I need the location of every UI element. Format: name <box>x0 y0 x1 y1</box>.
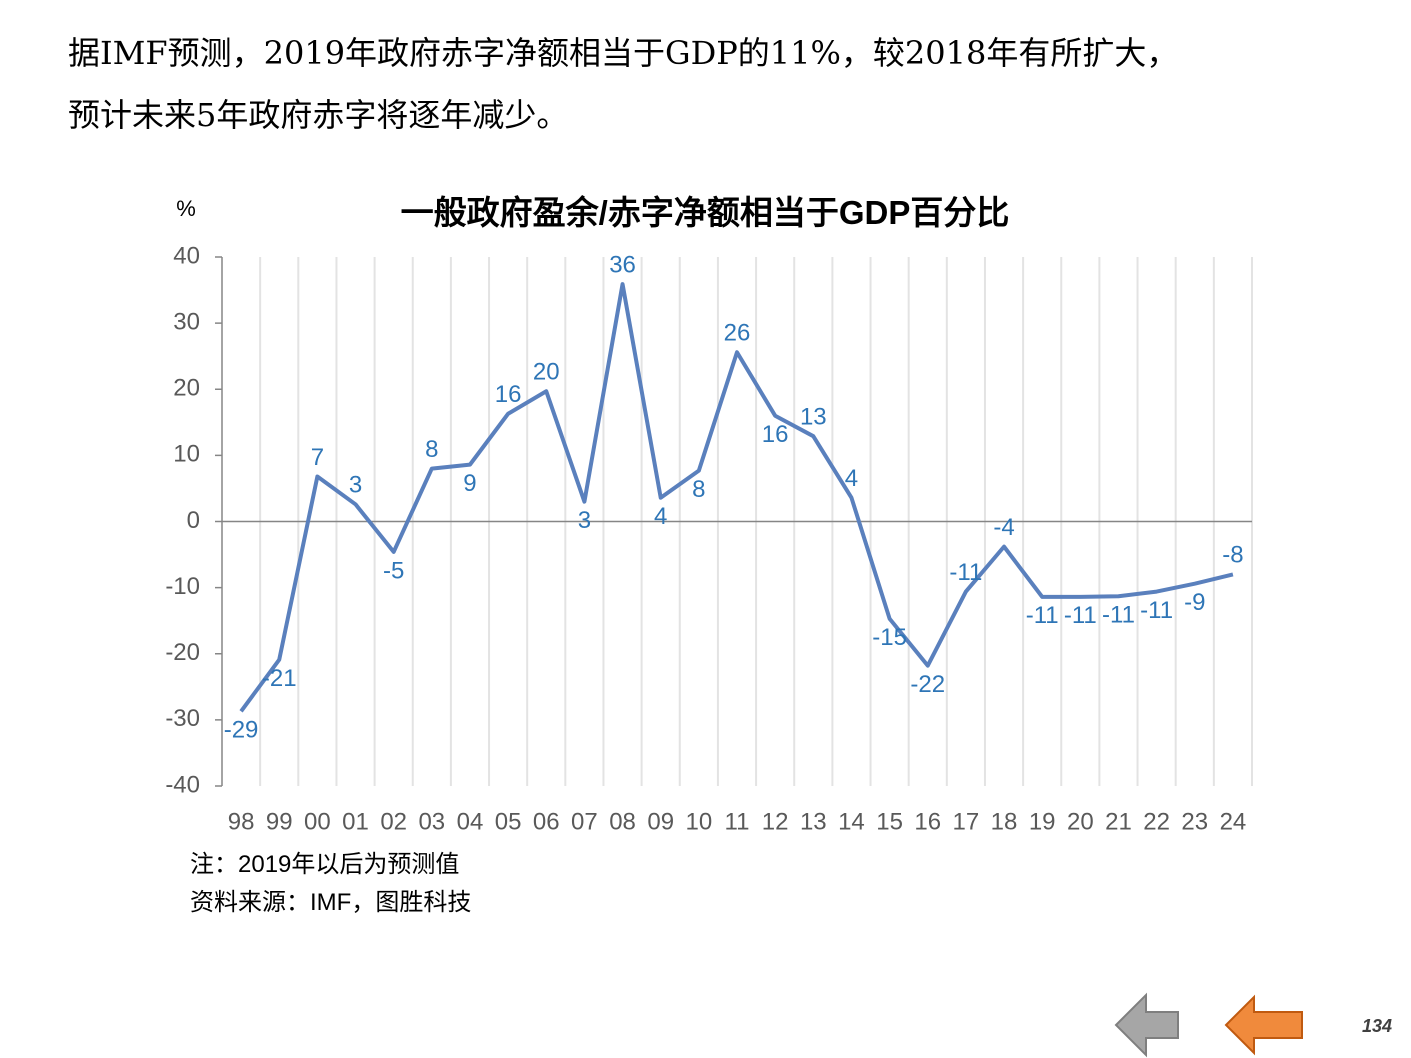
y-tick-label: 0 <box>187 507 200 534</box>
nav-back[interactable] <box>1224 994 1303 1056</box>
x-tick-label: 01 <box>342 808 369 835</box>
x-tick-label: 23 <box>1181 808 1208 835</box>
x-tick-label: 16 <box>914 808 941 835</box>
arrow-gray[interactable] <box>1114 992 1179 1058</box>
data-label: 3 <box>349 472 362 499</box>
y-tick-label: 40 <box>173 242 200 269</box>
y-tick-label: -30 <box>165 705 200 732</box>
data-label: -5 <box>383 557 404 584</box>
y-tick-label: 20 <box>173 375 200 402</box>
x-tick-label: 05 <box>495 808 522 835</box>
data-label: -11 <box>1140 597 1173 624</box>
note: 注：2019年以后为预测值 <box>190 851 459 878</box>
data-label: -11 <box>1102 602 1135 629</box>
data-label: 16 <box>762 421 789 448</box>
data-label: -8 <box>1222 542 1243 569</box>
header-line: 据IMF预测，2019年政府赤字净额相当于GDP的11%，较2018年有所扩大， <box>68 34 1178 72</box>
x-tick-label: 00 <box>304 808 331 835</box>
x-tick-label: 10 <box>686 808 713 835</box>
data-label: 8 <box>425 436 438 463</box>
x-tick-label: 15 <box>876 808 903 835</box>
arrow-orange[interactable] <box>1224 994 1303 1056</box>
header-line: 预计未来5年政府赤字将逐年减少。 <box>68 96 568 134</box>
data-label: -4 <box>993 514 1014 541</box>
data-label: 20 <box>533 359 560 386</box>
data-label: -22 <box>910 671 945 698</box>
source: 资料来源：IMF，图胜科技 <box>190 889 471 916</box>
data-label: 4 <box>845 465 858 492</box>
y-tick-label: 10 <box>173 441 200 468</box>
y-tick-label: -20 <box>165 639 200 666</box>
page-number: 134 <box>1362 1016 1392 1036</box>
data-label: 26 <box>724 320 751 347</box>
y-tick-label: -10 <box>165 573 200 600</box>
x-tick-label: 02 <box>380 808 407 835</box>
x-tick-label: 13 <box>800 808 827 835</box>
data-label: 16 <box>495 381 522 408</box>
x-tick-label: 08 <box>609 808 636 835</box>
x-tick-label: 03 <box>418 808 445 835</box>
x-tick-label: 20 <box>1067 808 1094 835</box>
y-axis-unit: % <box>176 196 196 221</box>
data-label: 36 <box>609 251 636 278</box>
data-label: -11 <box>1064 602 1097 629</box>
x-tick-label: 14 <box>838 808 865 835</box>
data-label: -9 <box>1184 589 1205 616</box>
x-tick-label: 11 <box>725 808 750 835</box>
data-label: 8 <box>692 476 705 503</box>
x-tick-label: 19 <box>1029 808 1056 835</box>
x-tick-label: 06 <box>533 808 560 835</box>
y-tick-label: -40 <box>165 771 200 798</box>
x-tick-label: 21 <box>1105 808 1132 835</box>
x-tick-label: 04 <box>457 808 484 835</box>
x-tick-label: 17 <box>953 808 980 835</box>
data-label: 13 <box>800 404 827 431</box>
data-label: -29 <box>224 717 259 744</box>
x-tick-label: 98 <box>228 808 255 835</box>
x-tick-label: 09 <box>647 808 674 835</box>
data-label: -21 <box>262 665 297 692</box>
data-label: -11 <box>949 559 982 586</box>
x-tick-label: 18 <box>991 808 1018 835</box>
x-tick-label: 22 <box>1143 808 1170 835</box>
x-tick-label: 07 <box>571 808 598 835</box>
data-line <box>239 282 1234 713</box>
data-label: 4 <box>654 503 667 530</box>
nav-prev[interactable] <box>1114 992 1179 1058</box>
y-tick-label: 30 <box>173 308 200 335</box>
data-label: -15 <box>872 624 907 651</box>
data-label: 9 <box>463 470 476 497</box>
x-tick-label: 99 <box>266 808 293 835</box>
data-label: 3 <box>578 507 591 534</box>
data-label: 7 <box>311 444 324 471</box>
x-tick-label: 12 <box>762 808 789 835</box>
chart-title: 一般政府盈余/赤字净额相当于GDP百分比 <box>401 194 1010 231</box>
x-tick-label: 24 <box>1220 808 1247 835</box>
data-label: -11 <box>1026 602 1059 629</box>
